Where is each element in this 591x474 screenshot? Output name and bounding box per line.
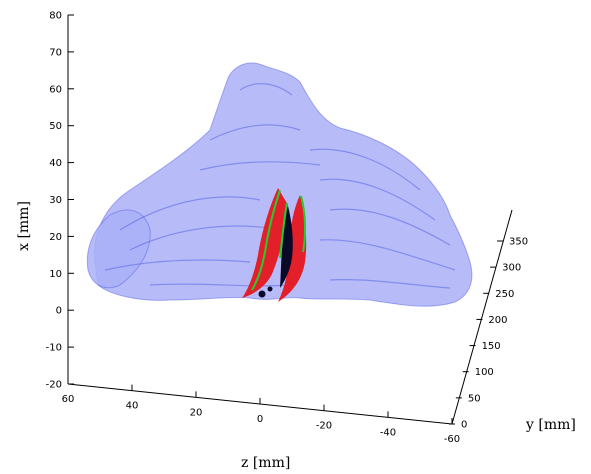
z-tick-label: -60	[444, 434, 460, 445]
volume-contour-line	[239, 83, 293, 96]
x-tick-label: 20	[49, 232, 62, 243]
y-tick-label: 250	[495, 289, 514, 300]
y-tick-label: 350	[509, 237, 528, 248]
volume-contour-line	[104, 259, 251, 271]
dark-blob	[267, 286, 273, 292]
x-axis-ticks: 80 70 60 50 40 30 20 10 0 -10 -20	[46, 11, 74, 391]
z-tick-label: 60	[62, 394, 75, 405]
y-axis-ticks: 0 50 100 150 200 250 300 350	[449, 237, 528, 431]
y-tick-label: 0	[461, 420, 467, 431]
x-tick-label: -20	[46, 380, 62, 391]
y-tick-label: 150	[482, 341, 501, 352]
x-tick-label: 30	[49, 195, 62, 206]
z-tick-label: 0	[257, 414, 263, 425]
dark-blob	[258, 290, 266, 298]
z-tick-label: -40	[380, 427, 396, 438]
volume-surface	[86, 62, 473, 307]
volume-main-body	[93, 62, 473, 307]
y-axis-label-vertical: x [mm]	[16, 201, 32, 251]
x-tick-label: 70	[49, 47, 62, 58]
volume-contour-line	[329, 208, 451, 246]
z-tick-label: 20	[190, 407, 203, 418]
red-region-left	[242, 188, 288, 298]
green-outline-middle	[279, 202, 288, 259]
volume-contour-line	[129, 225, 271, 251]
x-tick-label: -10	[46, 343, 62, 354]
volume-contour-line	[319, 178, 436, 221]
volume-contour-line	[149, 283, 291, 287]
z-axis-label-right: y [mm]	[525, 417, 576, 433]
z-tick-label: 40	[126, 401, 139, 412]
volume-left-lobe	[86, 209, 151, 289]
y-tick-label: 300	[502, 263, 521, 274]
x-tick-label: 60	[49, 84, 62, 95]
y-tick-label: 100	[475, 367, 494, 378]
green-outline-right	[300, 195, 307, 253]
red-region	[242, 188, 307, 302]
x-tick-label: 40	[49, 158, 62, 169]
x-tick-label: 80	[49, 11, 62, 22]
x-axis-label: z [mm]	[241, 455, 290, 471]
y-axis-line	[451, 209, 513, 425]
x-tick-label: 50	[49, 121, 62, 132]
z-axis-ticks: 60 40 20 0 -20 -40 -60	[62, 378, 460, 445]
volume-contour-line	[329, 279, 451, 289]
green-outline-left	[251, 189, 281, 291]
y-tick-label: 200	[488, 315, 507, 326]
volume-contour-line	[209, 124, 301, 141]
volume-contour-line	[319, 239, 456, 271]
y-tick-label: 50	[468, 393, 481, 404]
x-tick-label: 0	[56, 306, 62, 317]
dark-core	[280, 206, 293, 288]
volume-texture	[104, 83, 456, 289]
x-tick-label: 10	[49, 269, 62, 280]
volume-contour-line	[199, 161, 321, 171]
z-tick-label: -20	[316, 421, 332, 432]
volume-contour-line	[309, 148, 421, 191]
volume-contour-line	[119, 196, 261, 231]
